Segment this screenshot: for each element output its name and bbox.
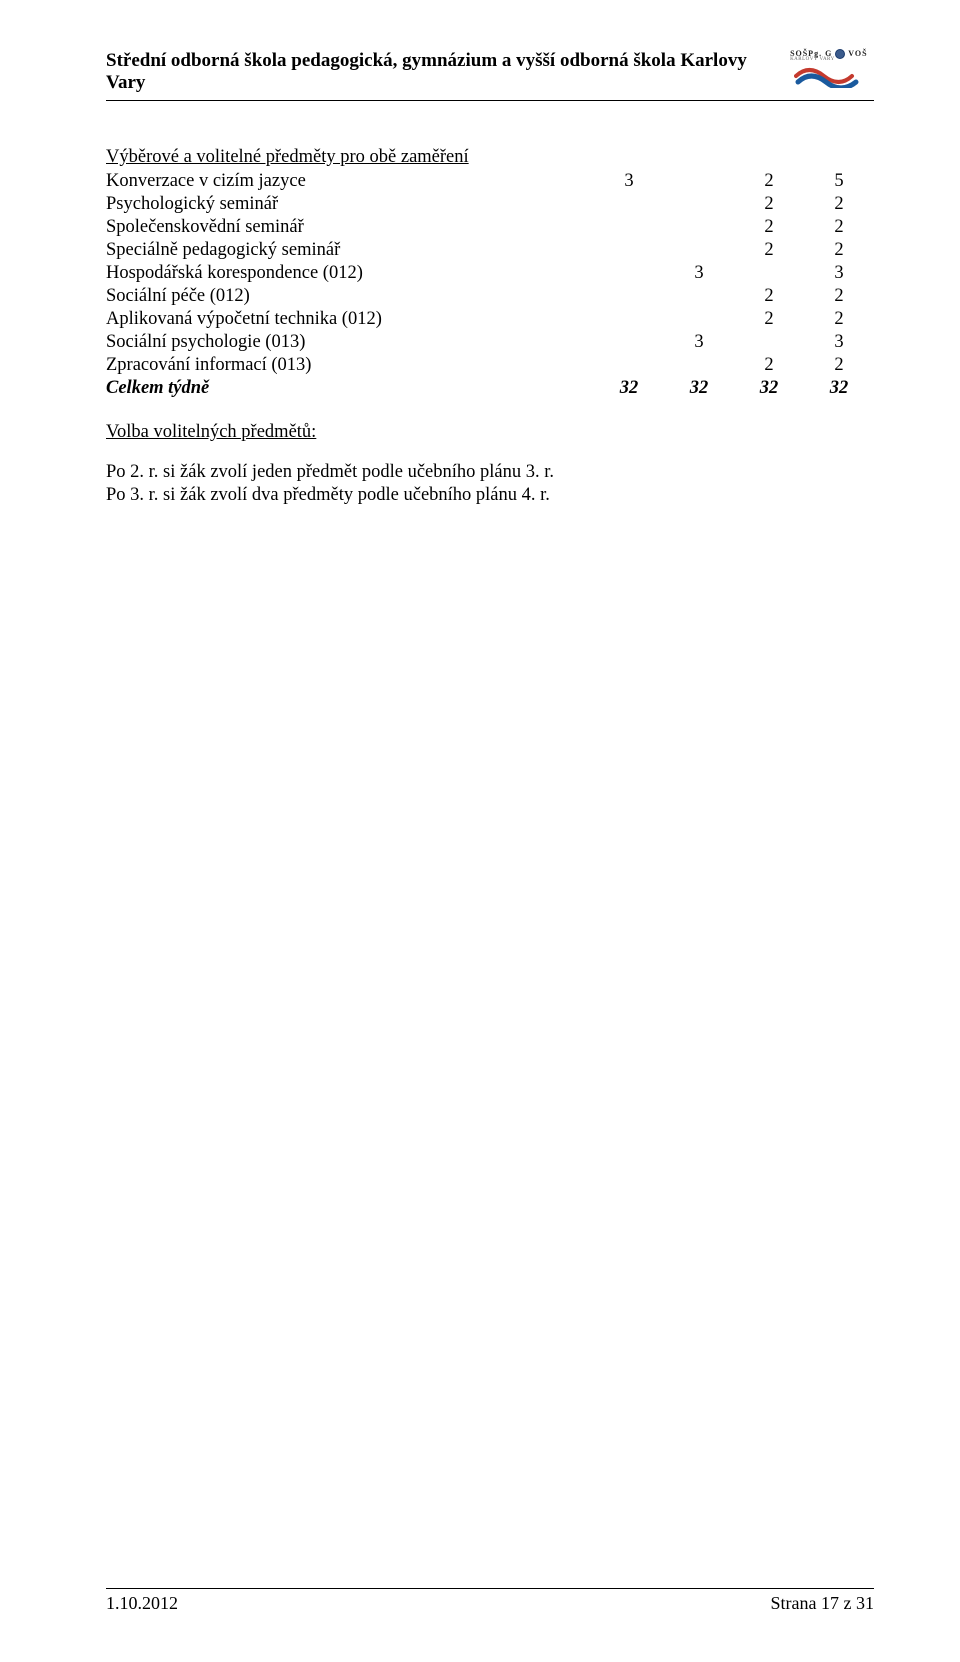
section-heading: Výběrové a volitelné předměty pro obě za…: [106, 147, 874, 168]
subject-label: Psychologický seminář: [106, 193, 594, 216]
subject-col2: 3: [664, 262, 734, 285]
footer-page-number: Strana 17 z 31: [771, 1593, 874, 1614]
table-row: Společenskovědní seminář 22: [106, 216, 874, 239]
subject-label: Hospodářská korespondence (012): [106, 262, 594, 285]
school-logo: SOŠPg. G VOŠ KARLOVY VARY: [790, 48, 874, 88]
subject-col2: [664, 354, 734, 377]
subject-col3: 2: [734, 239, 804, 262]
choice-line-1: Po 2. r. si žák zvolí jeden předmět podl…: [106, 461, 874, 484]
subject-col4: 3: [804, 331, 874, 354]
page-header: Střední odborná škola pedagogická, gymná…: [106, 48, 874, 101]
table-row: Hospodářská korespondence (012) 3 3: [106, 262, 874, 285]
table-row: Zpracování informací (013) 22: [106, 354, 874, 377]
table-row: Psychologický seminář 22: [106, 193, 874, 216]
subject-col1: [594, 262, 664, 285]
subject-col4: 2: [804, 216, 874, 239]
subject-col1: [594, 216, 664, 239]
subject-col2: [664, 216, 734, 239]
table-row: Aplikovaná výpočetní technika (012) 22: [106, 308, 874, 331]
subject-col2: [664, 239, 734, 262]
subject-col2: [664, 285, 734, 308]
table-total-row: Celkem týdně32323232: [106, 377, 874, 400]
subject-label: Společenskovědní seminář: [106, 216, 594, 239]
choice-line-2: Po 3. r. si žák zvolí dva předměty podle…: [106, 484, 874, 507]
subject-col3: [734, 262, 804, 285]
subject-label: Sociální péče (012): [106, 285, 594, 308]
subjects-table: Konverzace v cizím jazyce325Psychologick…: [106, 170, 874, 400]
subject-col3: 2: [734, 170, 804, 193]
subject-col4: 2: [804, 354, 874, 377]
subject-col4: 2: [804, 285, 874, 308]
subject-col1: [594, 308, 664, 331]
total-col4: 32: [804, 377, 874, 400]
total-col2: 32: [664, 377, 734, 400]
subject-col3: [734, 331, 804, 354]
subject-label: Zpracování informací (013): [106, 354, 594, 377]
subject-col3: 2: [734, 193, 804, 216]
subject-col2: [664, 193, 734, 216]
logo-vos-label: VOŠ: [848, 49, 867, 58]
subject-label: Aplikovaná výpočetní technika (012): [106, 308, 594, 331]
subject-col3: 2: [734, 285, 804, 308]
subject-col1: [594, 193, 664, 216]
subject-col4: 2: [804, 308, 874, 331]
table-row: Sociální psychologie (013) 3 3: [106, 331, 874, 354]
subject-col1: [594, 354, 664, 377]
subject-label: Sociální psychologie (013): [106, 331, 594, 354]
choice-heading: Volba volitelných předmětů:: [106, 422, 874, 443]
total-col3: 32: [734, 377, 804, 400]
subject-col3: 2: [734, 216, 804, 239]
logo-wave-icon: [794, 66, 870, 88]
table-row: Konverzace v cizím jazyce3 25: [106, 170, 874, 193]
page-footer: 1.10.2012 Strana 17 z 31: [106, 1588, 874, 1614]
subject-col4: 3: [804, 262, 874, 285]
footer-date: 1.10.2012: [106, 1593, 178, 1614]
table-row: Speciálně pedagogický seminář 22: [106, 239, 874, 262]
subject-col4: 2: [804, 239, 874, 262]
subject-col3: 2: [734, 354, 804, 377]
subject-col4: 5: [804, 170, 874, 193]
logo-circle-icon: [835, 49, 845, 59]
subject-label: Konverzace v cizím jazyce: [106, 170, 594, 193]
subject-col3: 2: [734, 308, 804, 331]
logo-subtitle: KARLOVY VARY: [790, 57, 835, 62]
subject-col1: [594, 331, 664, 354]
subject-col1: [594, 239, 664, 262]
header-title: Střední odborná škola pedagogická, gymná…: [106, 48, 790, 94]
table-row: Sociální péče (012) 22: [106, 285, 874, 308]
total-col1: 32: [594, 377, 664, 400]
subject-col2: 3: [664, 331, 734, 354]
subject-col4: 2: [804, 193, 874, 216]
subject-col2: [664, 308, 734, 331]
subject-col2: [664, 170, 734, 193]
total-label: Celkem týdně: [106, 377, 594, 400]
subject-col1: 3: [594, 170, 664, 193]
subject-col1: [594, 285, 664, 308]
subject-label: Speciálně pedagogický seminář: [106, 239, 594, 262]
